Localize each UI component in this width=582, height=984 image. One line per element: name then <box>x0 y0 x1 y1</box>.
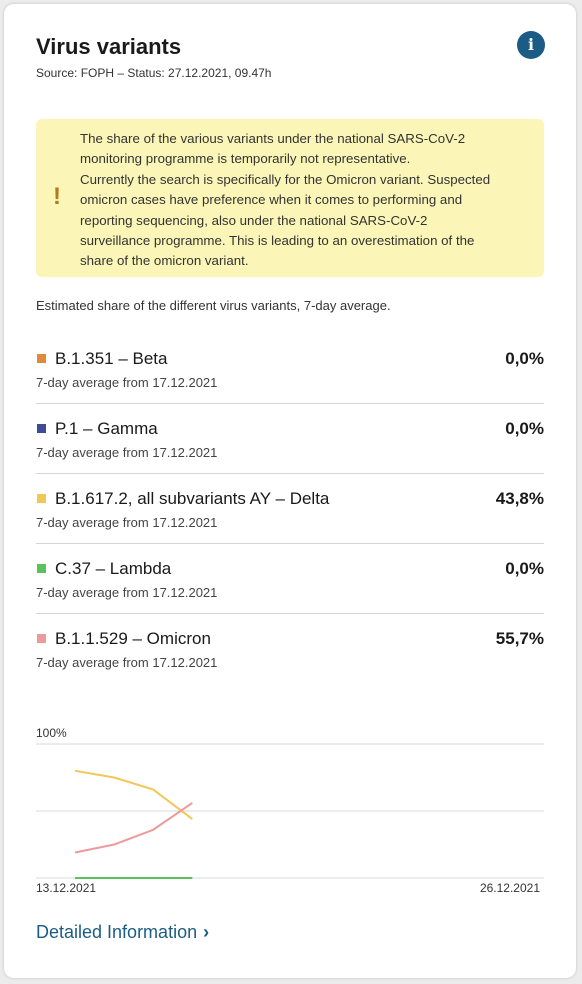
variant-date: 7-day average from 17.12.2021 <box>36 375 218 390</box>
source-status: Source: FOPH – Status: 27.12.2021, 09.47… <box>36 66 272 80</box>
chart-y-max-label: 100% <box>36 726 67 740</box>
variant-share: 0,0% <box>505 419 544 438</box>
variant-row-omicron: B.1.1.529 – Omicron 55,7% 7-day average … <box>36 622 544 692</box>
notice-line: omicron cases have preference when it co… <box>80 192 463 208</box>
variant-name: B.1.1.529 – Omicron <box>55 629 211 648</box>
chart-series-line <box>74 769 193 820</box>
notice-line: share of the omicron variant. <box>80 253 249 269</box>
card-title: Virus variants <box>36 34 182 59</box>
variant-date: 7-day average from 17.12.2021 <box>36 445 218 460</box>
variant-row-gamma: P.1 – Gamma 0,0% 7-day average from 17.1… <box>36 412 544 482</box>
divider <box>36 403 544 404</box>
info-icon[interactable]: i <box>517 31 545 59</box>
chart-x-start-label: 13.12.2021 <box>36 881 97 895</box>
link-label: Detailed Information <box>36 922 198 942</box>
variant-name: C.37 – Lambda <box>55 559 172 578</box>
exclamation-icon: ! <box>53 183 61 210</box>
variant-row-lambda: C.37 – Lambda 0,0% 7-day average from 17… <box>36 552 544 622</box>
variant-row-delta: B.1.617.2, all subvariants AY – Delta 43… <box>36 482 544 552</box>
chart-x-end-label: 26.12.2021 <box>479 881 540 895</box>
notice-line: The share of the various variants under … <box>80 131 466 146</box>
notice-text: The share of the various variants under … <box>80 129 538 272</box>
notice-line: reporting sequencing, also under the nat… <box>80 212 428 228</box>
chart-series-line <box>74 802 193 854</box>
chevron-right-icon: › <box>203 922 210 942</box>
virus-variants-card: Virus variants Source: FOPH – Status: 27… <box>4 4 576 978</box>
notice-line: monitoring programme is temporarily not … <box>80 151 411 167</box>
color-swatch <box>37 564 46 573</box>
variant-name: B.1.617.2, all subvariants AY – Delta <box>55 489 330 508</box>
divider <box>36 543 544 544</box>
variant-share: 43,8% <box>495 489 544 508</box>
color-swatch <box>37 424 46 433</box>
variant-name: P.1 – Gamma <box>55 419 158 438</box>
divider <box>36 613 544 614</box>
notice-line: Currently the search is specifically for… <box>80 171 491 187</box>
variant-row-beta: B.1.351 – Beta 0,0% 7-day average from 1… <box>36 342 544 412</box>
variants-subtitle: Estimated share of the different virus v… <box>36 298 391 313</box>
color-swatch <box>37 634 46 643</box>
warning-notice: ! The share of the various variants unde… <box>36 119 544 277</box>
color-swatch <box>37 354 46 363</box>
variant-date: 7-day average from 17.12.2021 <box>36 655 218 670</box>
variant-share: 0,0% <box>505 349 544 368</box>
color-swatch <box>37 494 46 503</box>
variant-share: 0,0% <box>505 559 544 578</box>
notice-line: surveillance programme. This is leading … <box>80 233 475 249</box>
variant-name: B.1.351 – Beta <box>55 349 168 368</box>
variant-share-chart <box>36 743 544 879</box>
variant-date: 7-day average from 17.12.2021 <box>36 585 218 600</box>
divider <box>36 473 544 474</box>
variant-date: 7-day average from 17.12.2021 <box>36 515 218 530</box>
detailed-information-link[interactable]: Detailed Information › <box>36 922 209 943</box>
variant-share: 55,7% <box>495 629 544 648</box>
